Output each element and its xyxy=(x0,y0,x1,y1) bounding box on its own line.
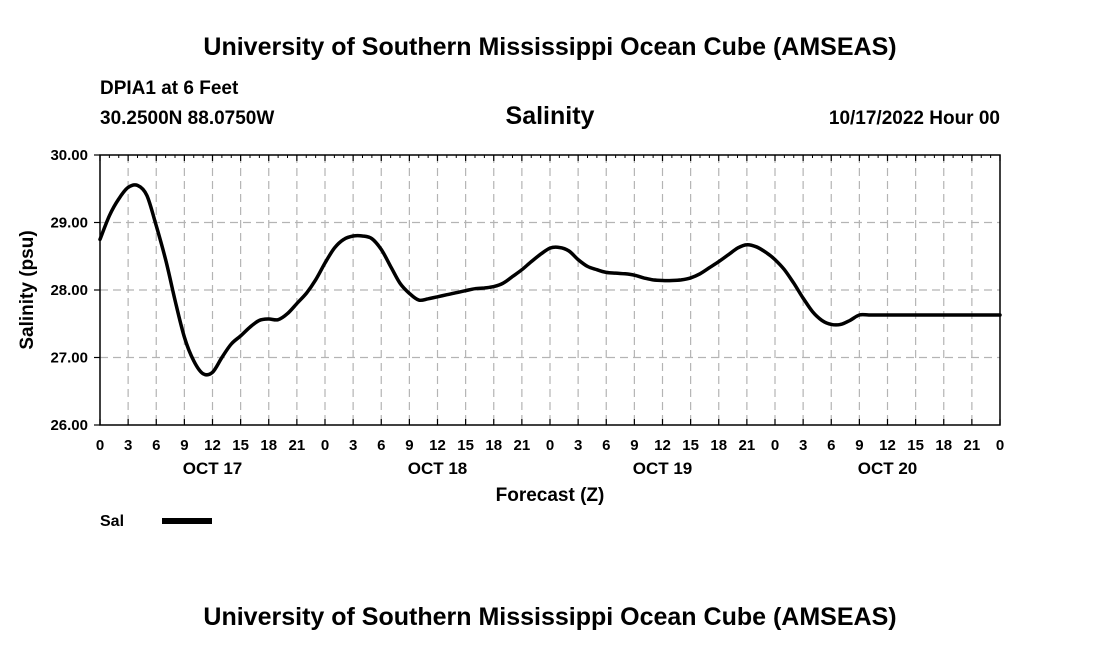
y-tick-label: 30.00 xyxy=(50,147,88,164)
x-tick-label: 18 xyxy=(260,437,277,454)
x-tick-label: 9 xyxy=(855,437,863,454)
x-tick-label: 6 xyxy=(602,437,610,454)
footer-title: University of Southern Mississippi Ocean… xyxy=(203,603,896,631)
x-tick-label: 0 xyxy=(996,437,1004,454)
y-tick-label: 27.00 xyxy=(50,350,88,367)
x-tick-label: 3 xyxy=(349,437,357,454)
x-tick-label: 15 xyxy=(907,437,924,454)
y-axis-title: Salinity (psu) xyxy=(17,230,38,349)
datetime-label: 10/17/2022 Hour 00 xyxy=(829,108,1000,129)
date-label: OCT 17 xyxy=(183,459,243,478)
y-tick-label: 26.00 xyxy=(50,417,88,434)
x-tick-label: 3 xyxy=(124,437,132,454)
y-tick-label: 29.00 xyxy=(50,215,88,232)
x-tick-label: 9 xyxy=(405,437,413,454)
x-tick-label: 12 xyxy=(879,437,896,454)
x-tick-label: 18 xyxy=(935,437,952,454)
plot-frame xyxy=(99,154,1001,426)
x-tick-label: 15 xyxy=(457,437,474,454)
x-axis-title: Forecast (Z) xyxy=(496,485,605,506)
x-tick-label: 0 xyxy=(546,437,554,454)
grid-lines xyxy=(100,155,1000,425)
x-tick-label: 6 xyxy=(152,437,160,454)
y-tick-labels: 26.00 27.00 28.00 29.00 30.00 xyxy=(50,147,88,434)
salinity-series-line xyxy=(98,183,1002,377)
legend-label: Sal xyxy=(100,513,124,530)
x-tick-labels: 0 3 6 9 12 15 18 21 0 3 6 9 12 15 18 21 0 3 6 9 12 15 18 21 0 3 6 9… xyxy=(96,437,1004,454)
x-tick-label: 21 xyxy=(739,437,756,454)
chart-title: Salinity xyxy=(506,102,595,130)
x-tick-label: 15 xyxy=(682,437,699,454)
y-tick-label: 28.00 xyxy=(50,282,88,299)
date-label: OCT 18 xyxy=(408,459,468,478)
page-title: University of Southern Mississippi Ocean… xyxy=(203,33,896,61)
x-tick-label: 21 xyxy=(289,437,306,454)
x-tick-label: 0 xyxy=(96,437,104,454)
x-tick-label: 0 xyxy=(771,437,779,454)
x-tick-label: 15 xyxy=(232,437,249,454)
x-tick-label: 0 xyxy=(321,437,329,454)
date-label: OCT 19 xyxy=(633,459,693,478)
x-tick-label: 21 xyxy=(964,437,981,454)
x-tick-label: 12 xyxy=(204,437,221,454)
station-label: DPIA1 at 6 Feet xyxy=(100,78,239,99)
x-tick-label: 18 xyxy=(485,437,502,454)
date-labels: OCT 17 OCT 18 OCT 19 OCT 20 xyxy=(183,459,918,478)
x-tick-label: 12 xyxy=(429,437,446,454)
x-tick-label: 21 xyxy=(514,437,531,454)
x-tick-label: 18 xyxy=(710,437,727,454)
x-tick-label: 12 xyxy=(654,437,671,454)
x-tick-label: 9 xyxy=(180,437,188,454)
location-label: 30.2500N 88.0750W xyxy=(100,108,274,129)
x-tick-label: 3 xyxy=(799,437,807,454)
x-tick-label: 3 xyxy=(574,437,582,454)
date-label: OCT 20 xyxy=(858,459,918,478)
x-tick-label: 9 xyxy=(630,437,638,454)
x-tick-label: 6 xyxy=(377,437,385,454)
x-tick-label: 6 xyxy=(827,437,835,454)
